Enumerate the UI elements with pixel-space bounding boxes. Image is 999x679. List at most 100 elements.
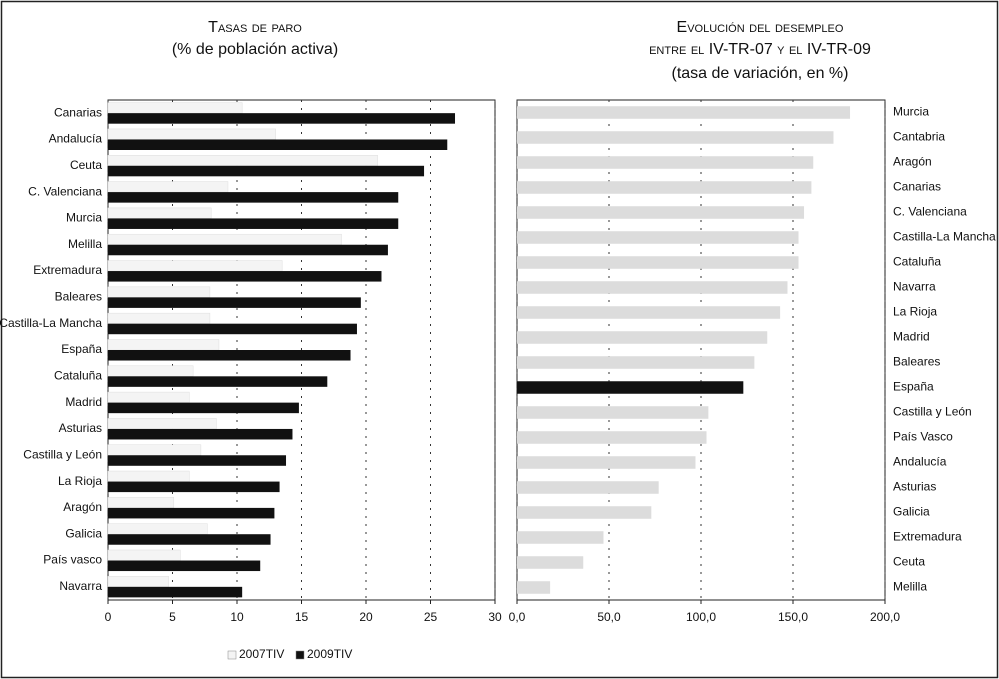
y-tick-label: Madrid <box>893 330 930 344</box>
y-tick-label: España <box>61 342 102 356</box>
bar <box>108 376 328 387</box>
x-tick-label: 5 <box>169 610 176 624</box>
bar <box>107 339 220 351</box>
bar <box>517 381 744 394</box>
bar <box>107 523 208 535</box>
bar <box>107 233 342 245</box>
bar <box>108 586 243 598</box>
bar <box>107 128 276 140</box>
bar <box>517 156 814 169</box>
bar <box>517 506 652 519</box>
y-tick-label: Cantabria <box>893 130 945 144</box>
bar <box>108 244 388 256</box>
bar <box>108 113 456 124</box>
legend-label: 2009TIV <box>307 647 352 661</box>
chart-subtitle: (tasa de variación, en %) <box>672 65 849 82</box>
bar <box>107 470 190 482</box>
y-tick-label: Extremadura <box>893 530 962 544</box>
bar <box>107 260 283 272</box>
bar <box>517 206 805 219</box>
y-tick-label: Galicia <box>65 526 102 540</box>
bar <box>517 406 709 419</box>
x-tick-label: 200,0 <box>870 610 900 624</box>
bar <box>107 444 202 456</box>
x-tick-label: 10 <box>230 610 244 624</box>
y-tick-label: Castilla-La Mancha <box>0 316 102 330</box>
x-tick-label: 15 <box>295 610 309 624</box>
chart-subtitle: entre el IV-TR-07 y el IV-TR-09 <box>649 41 871 58</box>
y-tick-label: Melilla <box>68 237 102 251</box>
y-tick-label: Andalucía <box>49 132 103 146</box>
bar <box>107 286 211 298</box>
bar <box>107 207 212 219</box>
chart-title: Evolución del desempleo <box>677 19 844 36</box>
bar <box>108 139 448 150</box>
y-tick-label: Aragón <box>63 500 102 514</box>
bar <box>107 549 181 561</box>
bar <box>517 431 707 444</box>
bar <box>517 556 584 569</box>
y-tick-label: Asturias <box>893 480 936 494</box>
y-tick-label: Cataluña <box>54 368 102 382</box>
bar <box>107 418 217 430</box>
y-tick-label: Aragón <box>893 155 932 169</box>
bar <box>108 165 425 177</box>
y-tick-label: Melilla <box>893 580 927 594</box>
y-tick-label: La Rioja <box>893 305 937 319</box>
bar <box>517 581 551 594</box>
y-tick-label: Baleares <box>55 290 102 304</box>
y-tick-label: Castilla y León <box>893 405 972 419</box>
y-tick-label: Baleares <box>893 355 940 369</box>
x-tick-label: 20 <box>359 610 373 624</box>
x-tick-label: 30 <box>488 610 502 624</box>
bar <box>107 312 211 324</box>
y-tick-label: Canarias <box>54 105 102 119</box>
bar <box>517 531 604 544</box>
bar <box>107 181 229 193</box>
bar <box>108 323 357 335</box>
bar <box>108 271 382 282</box>
bar <box>517 281 788 294</box>
y-tick-label: Castilla y León <box>23 447 102 461</box>
y-tick-label: Ceuta <box>893 555 925 569</box>
x-tick-label: 0,0 <box>509 610 526 624</box>
y-tick-label: País Vasco <box>893 430 953 444</box>
bar <box>108 455 287 466</box>
bar <box>517 106 851 119</box>
bar <box>108 297 361 308</box>
chart-title: Tasas de paro <box>208 19 302 36</box>
y-tick-label: Canarias <box>893 180 941 194</box>
bar <box>517 181 812 194</box>
y-tick-label: Madrid <box>65 395 102 409</box>
bar <box>517 481 659 494</box>
y-tick-label: Extremadura <box>33 263 102 277</box>
legend-label: 2007TIV <box>239 647 284 661</box>
bar <box>107 497 175 509</box>
y-tick-label: España <box>893 380 934 394</box>
y-tick-label: Cataluña <box>893 255 941 269</box>
y-tick-label: Andalucía <box>893 455 947 469</box>
bar <box>107 391 190 403</box>
y-tick-label: Galicia <box>893 505 930 519</box>
chart-subtitle: (% de población activa) <box>172 41 338 58</box>
bar <box>517 306 781 319</box>
x-tick-label: 150,0 <box>778 610 808 624</box>
y-tick-label: País vasco <box>43 553 102 567</box>
bar <box>108 192 399 203</box>
bar <box>108 534 271 545</box>
bar <box>107 576 169 588</box>
bar <box>107 155 378 167</box>
y-tick-label: Navarra <box>893 280 936 294</box>
bar <box>108 402 299 414</box>
legend-swatch <box>295 650 305 660</box>
bar <box>108 218 399 229</box>
bar <box>108 350 351 361</box>
bar <box>517 356 755 369</box>
bar <box>517 231 799 244</box>
legend-swatch <box>227 650 237 660</box>
y-tick-label: Asturias <box>59 421 102 435</box>
y-tick-label: La Rioja <box>58 474 102 488</box>
x-tick-label: 100,0 <box>686 610 716 624</box>
